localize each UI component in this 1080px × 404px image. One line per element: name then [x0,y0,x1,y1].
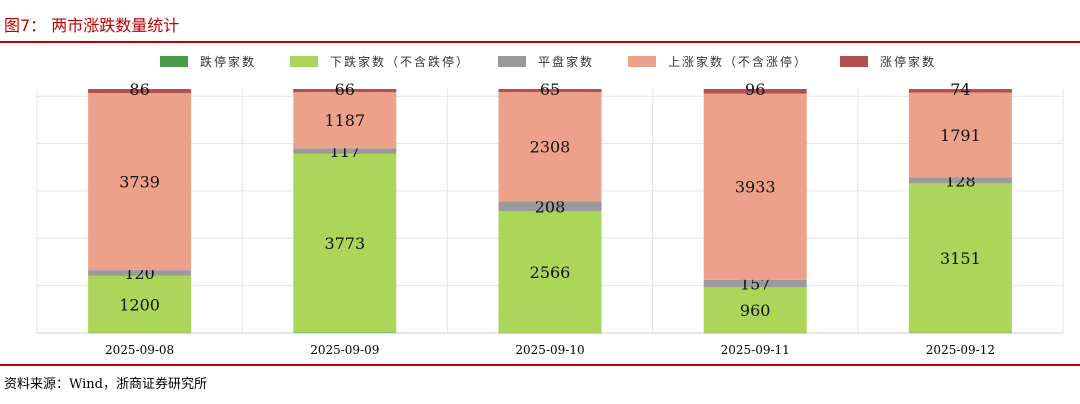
bar-segment [908,89,1012,93]
x-tick-label: 2025-09-11 [721,343,790,357]
bar-segment [498,92,602,202]
bar-segment [293,332,397,334]
legend-swatch [628,56,656,67]
data-label: 960 [740,301,771,320]
legend-label: 上涨家数（不含涨停） [668,54,808,69]
bar-segment [88,93,192,271]
data-label: 86 [129,80,149,99]
data-label: 3151 [940,249,981,268]
bar-segment [498,201,602,212]
data-label: 1200 [119,295,160,314]
bar-segment [293,153,397,333]
bar-segment [88,89,192,94]
bar-segment [703,279,807,288]
legend-swatch [498,56,526,67]
legend-label: 平盘家数 [538,54,594,69]
bar-segment [703,287,807,333]
bar-segment [293,92,397,149]
data-label: 3773 [324,234,365,253]
bar-segment [703,89,807,94]
x-tick-label: 2025-09-10 [515,343,584,357]
source-note: 资料来源：Wind，浙商证券研究所 [4,377,207,392]
data-label: 1187 [324,111,365,130]
legend-label: 下跌家数（不含跌停） [330,54,470,69]
bar-segment [293,89,397,93]
legend-swatch [840,56,868,67]
data-label: 1791 [940,126,981,145]
bar-segment [908,332,1012,334]
legend-swatch [160,56,188,67]
data-label: 66 [335,80,355,99]
figure-title: 图7： 两市涨跌数量统计 [4,16,180,35]
x-tick-label: 2025-09-09 [310,343,379,357]
legend-swatch [290,56,318,67]
legend-label: 涨停家数 [880,54,936,69]
bar-segment [703,93,807,280]
stacked-bar-chart: 跌停家数下跌家数（不含跌停）平盘家数上涨家数（不含涨停）涨停家数71200120… [36,54,1064,357]
bar-segment [88,275,192,333]
x-tick-label: 2025-09-08 [105,343,174,357]
data-label: 3739 [119,173,160,192]
data-label: 96 [745,80,765,99]
x-tick-label: 2025-09-12 [926,343,995,357]
bar-segment [908,92,1012,178]
data-label: 65 [540,80,560,99]
bar-segment [498,332,602,334]
bar-segment [88,332,192,334]
bar-segment [703,332,807,334]
bottom-divider [0,364,1080,366]
bar-segment [293,148,397,154]
bar-segment [908,177,1012,184]
data-label: 74 [950,80,970,99]
bar-segment [88,270,192,276]
legend-label: 跌停家数 [200,54,256,69]
bar-segment [498,211,602,333]
top-divider [0,41,1080,43]
data-label: 208 [535,197,566,216]
data-label: 2566 [530,263,571,282]
bar-segment [908,183,1012,333]
data-label: 3933 [735,178,776,197]
bar-segment [498,89,602,93]
data-label: 2308 [530,138,571,157]
